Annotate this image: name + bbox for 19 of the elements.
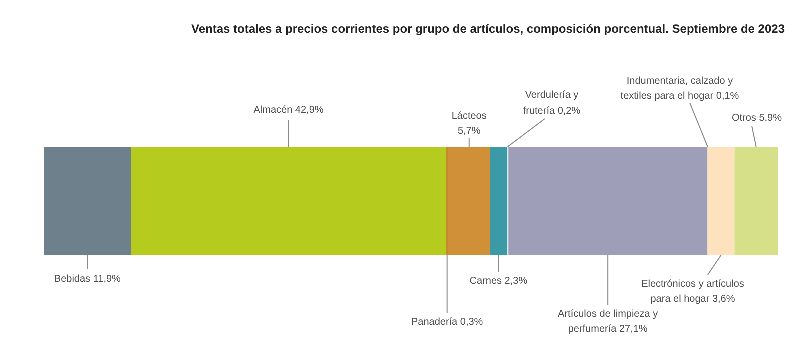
text: Indumentaria, calzado y textiles para el hogar 0,1%: [620, 76, 740, 102]
data-label: 5,7%: [458, 126, 481, 137]
bar: [708, 147, 735, 255]
bar: [490, 147, 508, 255]
text: Almacén 42,9%: [254, 105, 324, 116]
text: Carnes 2,3%: [470, 276, 528, 287]
text: Artículos de limpieza y perfumería 27,1%: [558, 309, 658, 335]
bar: [508, 147, 708, 255]
text: Bebidas 11,9%: [54, 274, 121, 285]
bar: [448, 147, 490, 255]
bar: [44, 147, 132, 255]
bar: [131, 147, 446, 255]
text: Verdulería y frutería 0,2%: [523, 90, 581, 117]
chart-title: Ventas totales a precios corrientes por grupo de artículos, composición porcentual. Septiembre de 2023: [191, 22, 786, 36]
text: Otros 5,9%: [732, 113, 782, 124]
bar: [734, 147, 778, 255]
text: Lácteos: [452, 111, 487, 122]
text: Panadería 0,3%: [411, 317, 484, 328]
text: Electrónicos y artículos para el hogar 3,6%: [642, 279, 744, 305]
